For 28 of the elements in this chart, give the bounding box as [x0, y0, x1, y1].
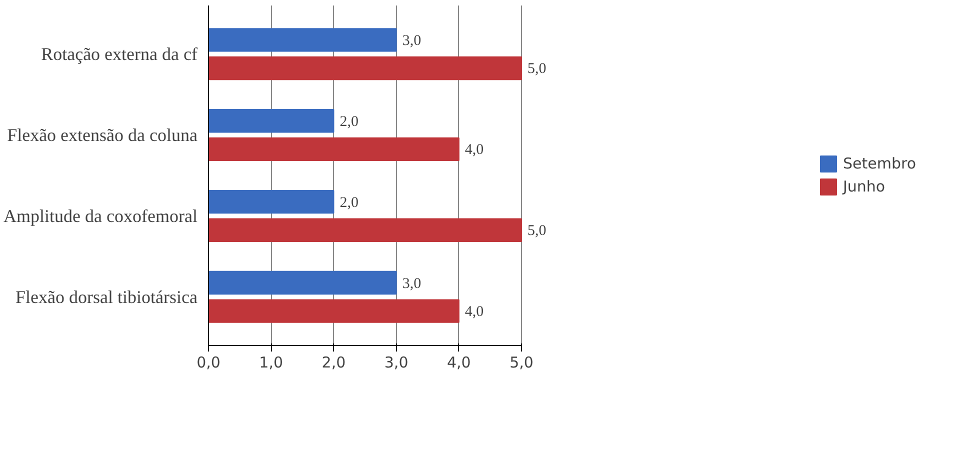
x-tick-label: 1,0: [259, 354, 284, 372]
data-label: 3,0: [402, 276, 422, 292]
y-tick-label: Rotação externa da cf: [41, 44, 198, 64]
data-label: 5,0: [528, 223, 546, 240]
x-tick-label: 4,0: [447, 354, 471, 372]
legend-label: Junho: [842, 178, 886, 196]
bar: [208, 137, 460, 162]
bar: [208, 109, 334, 133]
bar: [208, 28, 397, 52]
bar: [208, 56, 522, 80]
bar: [208, 218, 522, 242]
x-tick-label: 2,0: [322, 354, 346, 372]
data-label: 3,0: [402, 32, 422, 49]
data-label: 5,0: [528, 61, 546, 78]
data-label: 2,0: [340, 194, 358, 211]
y-tick-label: Flexão dorsal tibiotársica: [16, 286, 198, 307]
y-tick-label: Flexão extensão da coluna: [7, 125, 198, 146]
legend-label: Setembro: [842, 154, 916, 172]
y-tick-label: Amplitude da coxofemoral: [4, 206, 198, 226]
x-tick-label: 3,0: [384, 354, 408, 372]
data-label: 4,0: [464, 304, 484, 320]
data-label: 2,0: [340, 114, 358, 130]
x-tick-label: 0,0: [196, 354, 220, 372]
bar: [208, 270, 397, 295]
data-label: 4,0: [464, 142, 484, 158]
bar: [208, 299, 460, 323]
bar: [208, 190, 334, 214]
x-tick-label: 5,0: [510, 354, 534, 372]
